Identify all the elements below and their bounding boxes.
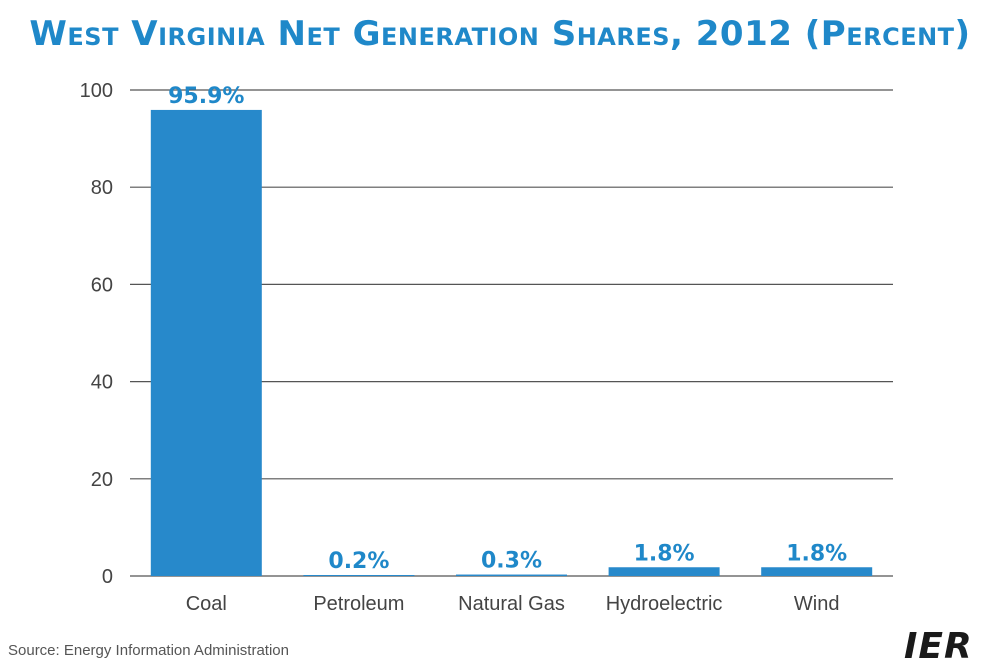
y-tick-label: 60 xyxy=(91,274,113,296)
x-tick-label: Wind xyxy=(794,593,840,615)
y-tick-label: 100 xyxy=(80,80,113,102)
x-tick-label: Petroleum xyxy=(313,593,404,615)
y-tick-label: 40 xyxy=(91,372,113,394)
bar xyxy=(608,567,720,576)
ier-logo: IER xyxy=(904,626,973,667)
data-label: 0.3% xyxy=(481,549,542,574)
data-label: 1.8% xyxy=(786,541,847,566)
bar xyxy=(150,109,262,577)
x-tick-label: Hydroelectric xyxy=(606,593,723,615)
data-label: 0.2% xyxy=(328,549,389,574)
x-tick-label: Coal xyxy=(186,593,227,615)
chart-title: West Virginia Net Generation Shares, 201… xyxy=(29,14,971,54)
y-tick-label: 0 xyxy=(102,566,113,588)
source-note: Source: Energy Information Administratio… xyxy=(8,642,289,659)
data-label: 1.8% xyxy=(634,541,695,566)
bar xyxy=(761,567,873,576)
y-tick-label: 20 xyxy=(91,469,113,491)
data-label: 95.9% xyxy=(168,84,244,109)
x-tick-label: Natural Gas xyxy=(458,593,565,615)
y-tick-label: 80 xyxy=(91,177,113,199)
bar xyxy=(456,574,567,576)
bar xyxy=(303,575,415,576)
